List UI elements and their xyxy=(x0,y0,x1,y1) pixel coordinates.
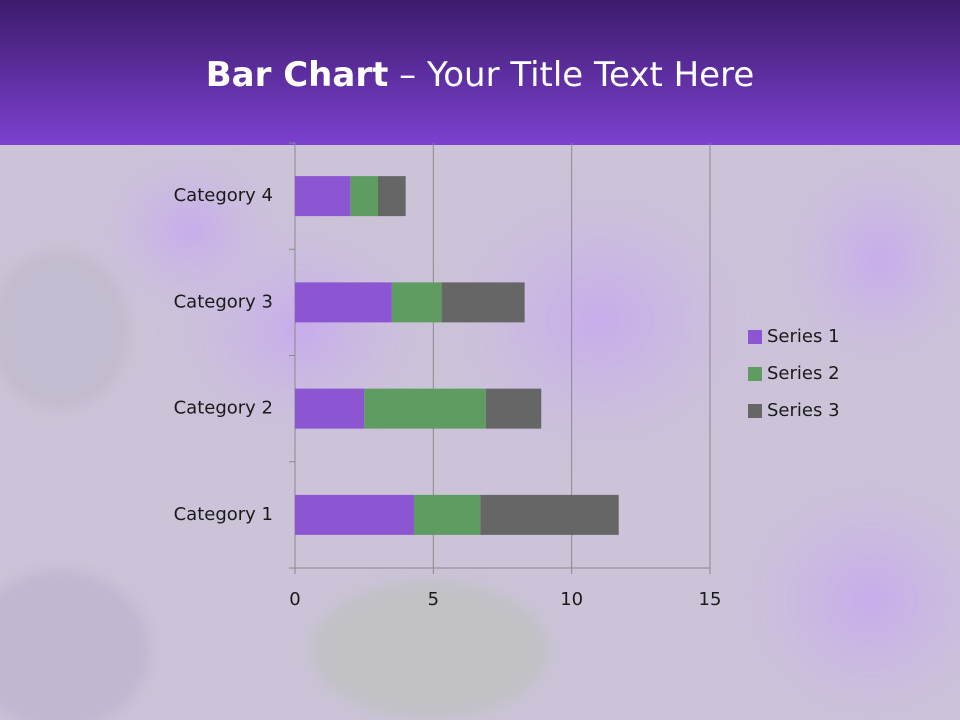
x-tick-label: 5 xyxy=(428,589,439,610)
bar-segment xyxy=(441,282,525,323)
y-tick-label: Category 1 xyxy=(174,504,273,525)
legend-label: Series 2 xyxy=(767,363,840,384)
bar-segment xyxy=(413,494,481,535)
legend-swatch xyxy=(748,404,762,418)
legend-label: Series 1 xyxy=(767,326,840,347)
bar-segment xyxy=(391,282,442,323)
x-tick-label: 0 xyxy=(289,589,300,610)
y-tick-label: Category 3 xyxy=(174,291,273,312)
slide-title: Bar Chart – Your Title Text Here xyxy=(206,55,754,95)
bar-segment xyxy=(350,176,378,217)
bar-segment xyxy=(295,282,392,323)
bar-segment xyxy=(378,176,406,217)
y-tick-label: Category 2 xyxy=(174,398,273,419)
bar-segment xyxy=(485,388,542,429)
legend-swatch xyxy=(748,330,762,344)
x-tick-label: 10 xyxy=(560,589,583,610)
title-rest: – Your Title Text Here xyxy=(399,55,754,95)
bar-segment xyxy=(480,494,619,535)
bar-segment xyxy=(295,494,414,535)
x-tick-label: 15 xyxy=(699,589,722,610)
bar-segment xyxy=(364,388,486,429)
bar-segment xyxy=(295,388,365,429)
legend-label: Series 3 xyxy=(767,400,840,421)
y-tick-label: Category 4 xyxy=(174,185,273,206)
legend-swatch xyxy=(748,367,762,381)
bar-segment xyxy=(295,176,351,217)
title-bold: Bar Chart xyxy=(206,55,389,95)
